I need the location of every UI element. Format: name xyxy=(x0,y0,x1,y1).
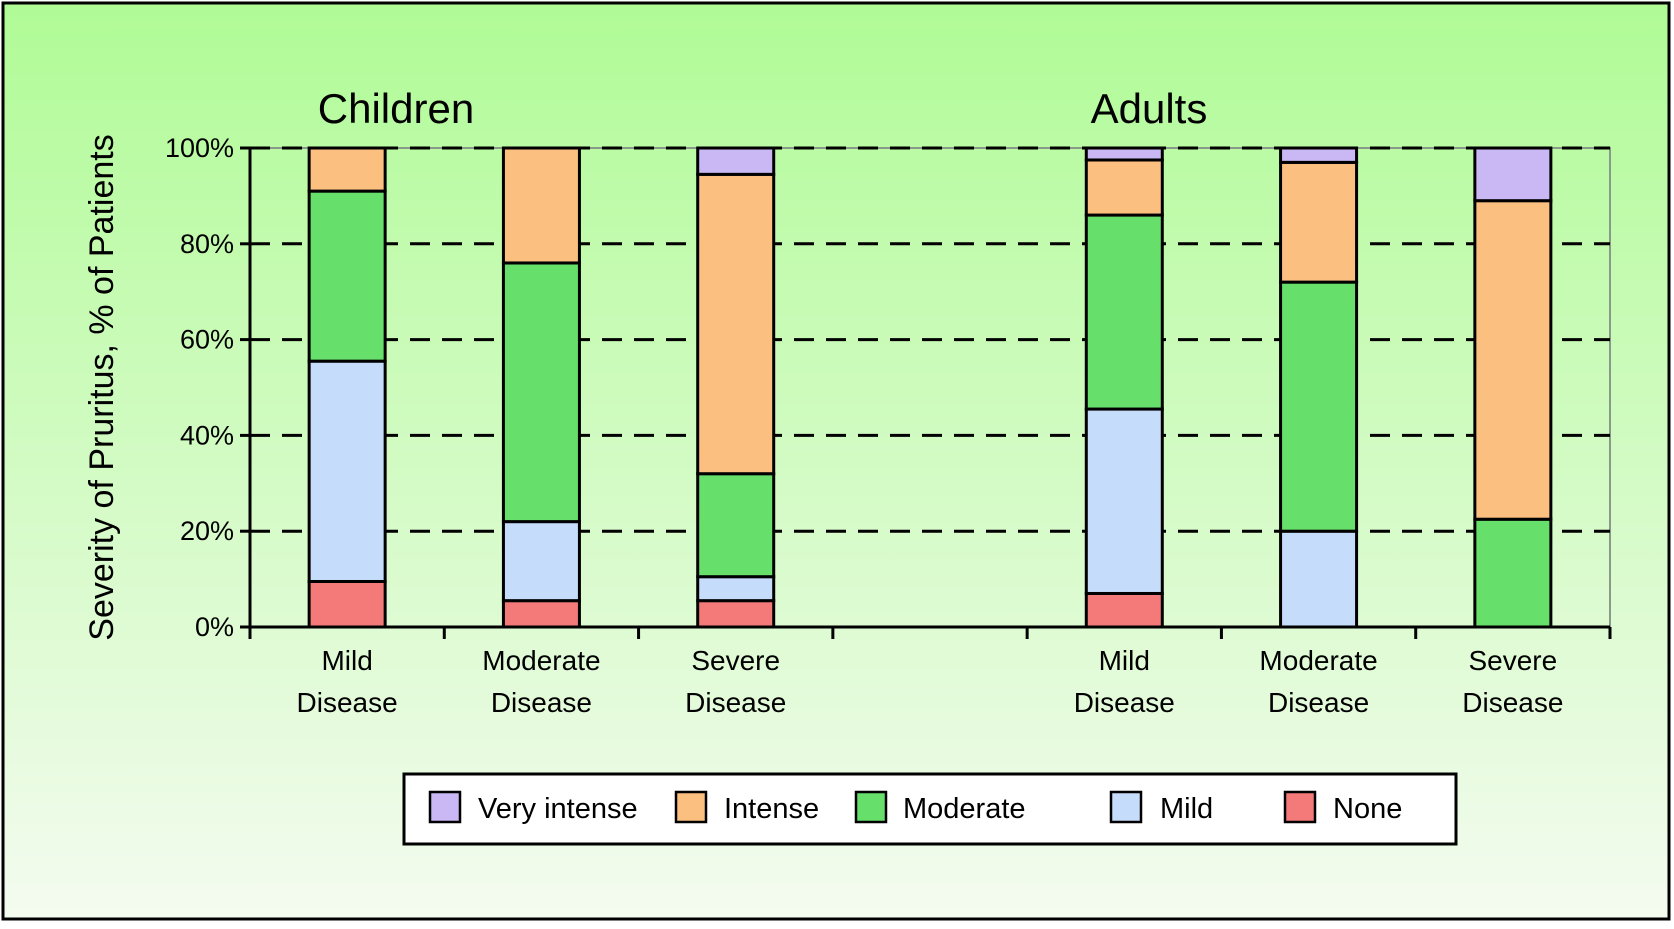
y-tick-label: 100% xyxy=(165,133,234,163)
y-tick-label: 80% xyxy=(180,229,234,259)
x-category-label: Moderate xyxy=(1259,645,1377,676)
x-category-label: Mild xyxy=(1099,645,1150,676)
bar-segment-moderate xyxy=(501,261,581,524)
legend-swatch-intense xyxy=(674,790,708,824)
bar-segment-moderate xyxy=(1473,517,1553,629)
x-category-label: Disease xyxy=(1268,687,1369,718)
bar-segment-moderate xyxy=(307,189,387,363)
bar-segment-mild xyxy=(1279,529,1359,629)
bar-segment-moderate xyxy=(1279,280,1359,533)
bar-segment-intense xyxy=(1084,158,1164,217)
x-category-label: Disease xyxy=(1462,687,1563,718)
y-tick-label: 0% xyxy=(195,612,234,642)
legend-label-none: None xyxy=(1333,793,1402,825)
x-category-label: Disease xyxy=(297,687,398,718)
x-category-label: Disease xyxy=(491,687,592,718)
bar-segment-none xyxy=(501,599,581,629)
bar-segment-mild xyxy=(1084,407,1164,595)
bar-segment-very-intense xyxy=(1084,146,1164,162)
x-category-label: Mild xyxy=(321,645,372,676)
bar-segment-intense xyxy=(307,146,387,193)
y-axis-title: Severity of Pruritus, % of Patients xyxy=(83,134,121,640)
legend-swatch-mild xyxy=(1109,790,1143,824)
legend-swatch-moderate xyxy=(854,790,888,824)
x-category-label: Severe xyxy=(691,645,780,676)
y-tick-label: 40% xyxy=(180,420,234,450)
bar-segment-none xyxy=(1084,591,1164,629)
x-category-label: Disease xyxy=(685,687,786,718)
x-category-label: Disease xyxy=(1074,687,1175,718)
y-tick-label: 60% xyxy=(180,325,234,355)
bar-segment-mild xyxy=(307,359,387,583)
x-category-label: Moderate xyxy=(482,645,600,676)
legend-label-mild: Mild xyxy=(1160,793,1213,825)
legend-label-moderate: Moderate xyxy=(903,793,1026,825)
bar-segment-mild xyxy=(501,520,581,603)
legend-label-very-intense: Very intense xyxy=(478,793,638,825)
legend: Very intense Intense Moderate Mild None xyxy=(402,772,1458,846)
bar-segment-intense xyxy=(696,172,776,476)
legend-swatch-very-intense xyxy=(428,790,462,824)
bar-segment-very-intense xyxy=(696,146,776,176)
bar-segment-moderate xyxy=(1084,213,1164,411)
bar-segment-intense xyxy=(1279,160,1359,284)
bar-segment-very-intense xyxy=(1473,146,1553,203)
bar-segment-none xyxy=(307,579,387,629)
legend-swatch-none xyxy=(1283,790,1317,824)
x-category-label: Severe xyxy=(1468,645,1557,676)
group-title: Adults xyxy=(1091,85,1208,132)
group-title: Children xyxy=(318,85,474,132)
bar-segment-intense xyxy=(501,146,581,265)
bar-segment-intense xyxy=(1473,199,1553,521)
bar-segment-none xyxy=(696,599,776,629)
legend-label-intense: Intense xyxy=(724,793,819,825)
y-tick-label: 20% xyxy=(180,516,234,546)
bar-segment-moderate xyxy=(696,472,776,579)
bar-segment-mild xyxy=(696,575,776,603)
legend-box xyxy=(402,772,1458,846)
bar-segment-very-intense xyxy=(1279,146,1359,164)
